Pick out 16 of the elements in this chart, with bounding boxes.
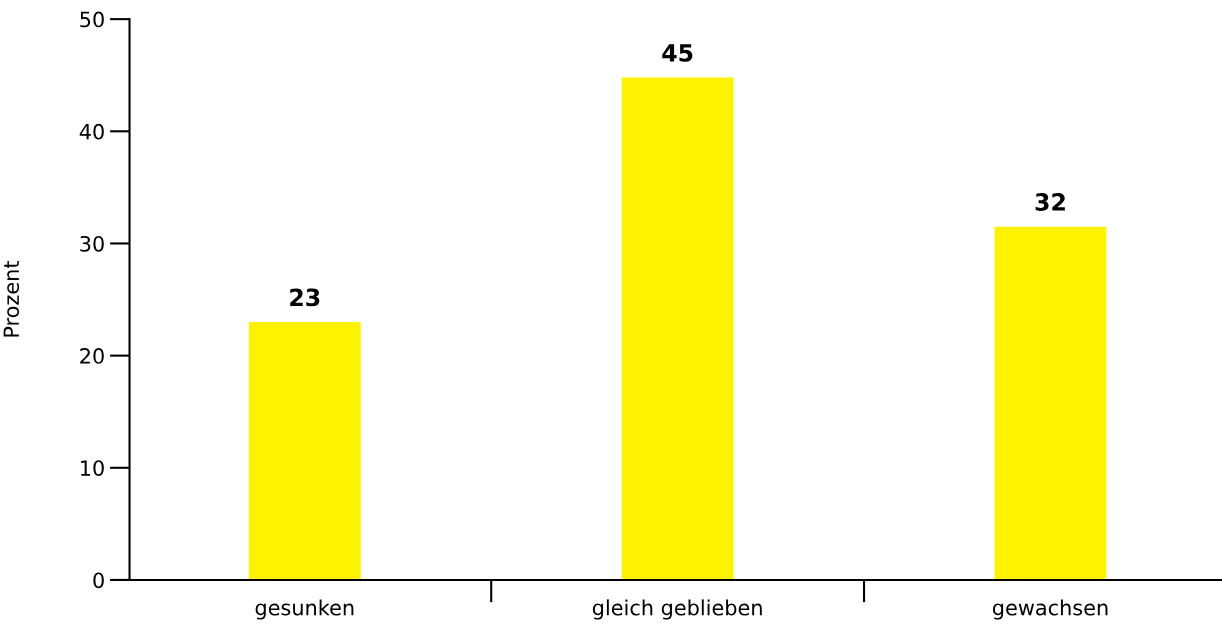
y-tick-label: 50	[80, 11, 104, 28]
x-tick-label: gleich geblieben	[592, 599, 762, 620]
x-tick-label: gewachsen	[992, 599, 1108, 620]
y-tick-label: 10	[81, 460, 104, 476]
y-tick-label: 30	[80, 235, 104, 252]
bar	[621, 77, 734, 580]
y-tick-label: 40	[79, 123, 104, 140]
y-tick-label: 0	[93, 572, 104, 589]
bar	[994, 226, 1107, 580]
data-label: 23	[290, 288, 320, 307]
bar	[248, 321, 361, 580]
y-axis-title: Prozent	[3, 260, 20, 337]
x-tick-label: gesunken	[255, 599, 354, 620]
data-label: 45	[662, 44, 693, 62]
data-label: 32	[1035, 193, 1065, 211]
y-tick-label: 20	[80, 348, 104, 364]
